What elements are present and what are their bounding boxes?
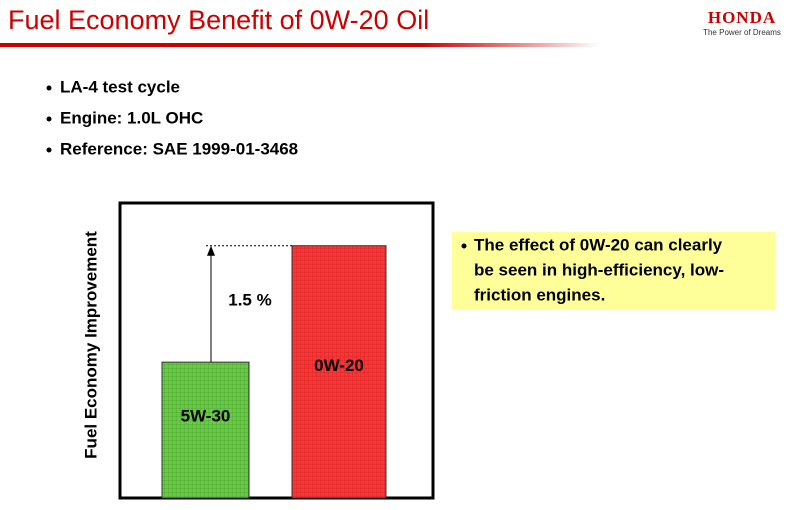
bar-hatch bbox=[292, 245, 386, 498]
note: The effect of 0W-20 can clearly be seen i… bbox=[461, 235, 724, 304]
bullet-text: Engine: 1.0L OHC bbox=[60, 108, 203, 127]
plot: 5W-30 0W-20 1.5 % bbox=[161, 245, 387, 499]
bullet-text: Reference: SAE 1999-01-3468 bbox=[60, 139, 298, 158]
bullet-dot bbox=[461, 243, 467, 249]
note-line: be seen in high-efficiency, low- bbox=[474, 260, 724, 279]
title-underline bbox=[0, 43, 600, 47]
tagline: The Power of Dreams bbox=[703, 28, 781, 37]
bar-hatch bbox=[162, 362, 249, 498]
bullet-text: LA-4 test cycle bbox=[60, 77, 180, 96]
note-line: friction engines. bbox=[474, 285, 605, 304]
note-box bbox=[452, 232, 775, 310]
bullet-dot bbox=[46, 85, 52, 91]
bar-label: 0W-20 bbox=[314, 356, 364, 375]
y-axis-label: Fuel Economy Improvement bbox=[81, 231, 100, 459]
bullet-dot bbox=[46, 116, 52, 122]
note-line: The effect of 0W-20 can clearly bbox=[474, 235, 723, 254]
bar-label: 5W-30 bbox=[181, 407, 231, 426]
bullet-dot bbox=[46, 147, 52, 153]
logo: HONDA bbox=[708, 8, 776, 27]
arrow-head bbox=[207, 245, 215, 256]
bullet-list: LA-4 test cycle Engine: 1.0L OHC Reference… bbox=[46, 77, 298, 158]
slide-title: Fuel Economy Benefit of 0W-20 Oil bbox=[8, 5, 429, 35]
chart-frame bbox=[118, 201, 435, 500]
annotation: 1.5 % bbox=[228, 290, 271, 309]
